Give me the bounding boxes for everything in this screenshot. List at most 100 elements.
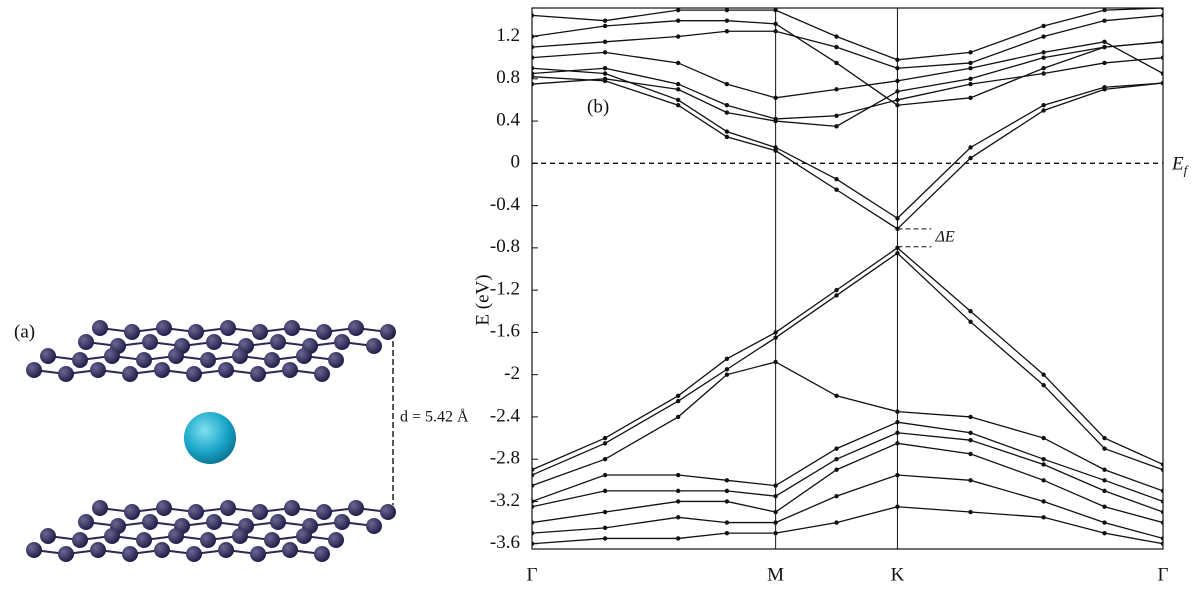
carbon-atom xyxy=(296,528,312,544)
band-point xyxy=(602,536,608,541)
plot-area xyxy=(532,8,1163,546)
band xyxy=(532,474,1163,540)
carbon-atom xyxy=(218,362,234,378)
band-point xyxy=(675,499,681,504)
band-point xyxy=(675,398,681,404)
carbon-atom xyxy=(188,504,204,520)
carbon-atom xyxy=(72,532,88,548)
carbon-atom xyxy=(72,352,88,368)
carbon-atom xyxy=(168,528,184,544)
band-point xyxy=(724,372,730,377)
band-point xyxy=(834,293,839,298)
band-point xyxy=(834,187,839,192)
band-point xyxy=(675,472,681,478)
y-tick-label: 0.8 xyxy=(496,67,520,88)
carbon-atom xyxy=(104,348,120,364)
y-tick-label: -2.8 xyxy=(490,448,520,469)
band-point xyxy=(968,309,973,314)
band-point xyxy=(724,530,730,536)
carbon-atom xyxy=(218,542,234,558)
carbon-atom xyxy=(282,362,298,378)
carbon-atom xyxy=(348,320,364,336)
band-point xyxy=(1041,383,1046,388)
y-tick-label: 1.2 xyxy=(496,25,520,46)
band-point xyxy=(724,129,730,134)
band-point xyxy=(724,520,730,525)
band-point xyxy=(1102,467,1107,472)
band xyxy=(532,20,1163,106)
carbon-atom xyxy=(200,532,216,548)
carbon-atom xyxy=(92,500,108,516)
carbon-atom xyxy=(334,334,350,350)
band-point xyxy=(675,515,681,520)
band-point xyxy=(1102,504,1107,509)
y-tick-label: -3.2 xyxy=(490,490,520,511)
structure xyxy=(26,320,396,562)
carbon-atom xyxy=(250,546,266,562)
band-point xyxy=(968,430,973,435)
band-point xyxy=(968,319,973,325)
carbon-atom xyxy=(122,366,138,382)
carbon-atom xyxy=(206,514,222,530)
carbon-atom xyxy=(380,324,396,340)
carbon-atom xyxy=(104,528,120,544)
band xyxy=(532,67,1163,220)
band-point xyxy=(1102,18,1107,23)
band-point xyxy=(834,176,839,182)
band-point xyxy=(834,124,839,129)
band-point xyxy=(968,451,973,457)
band-point xyxy=(1102,488,1107,494)
carbon-atom xyxy=(90,542,106,558)
band-point xyxy=(968,145,973,150)
carbon-atom xyxy=(40,528,56,544)
carbon-atom xyxy=(78,334,94,350)
carbon-atom xyxy=(124,504,140,520)
band-point xyxy=(602,50,608,55)
y-tick-label: -1.2 xyxy=(490,278,520,299)
band-point xyxy=(834,287,839,293)
band-point xyxy=(968,60,973,66)
carbon-atom xyxy=(92,320,108,336)
band-point xyxy=(675,34,681,39)
panel-label: (b) xyxy=(587,96,609,117)
band-point xyxy=(834,456,839,462)
band-point xyxy=(724,488,730,494)
band-point xyxy=(1041,71,1046,76)
band-point xyxy=(724,8,730,13)
band-point xyxy=(675,393,681,398)
band-point xyxy=(1041,435,1046,441)
carbon-atom xyxy=(316,324,332,340)
carbon-atom xyxy=(252,324,268,340)
carbon-atom xyxy=(314,546,330,562)
y-tick-label: -2.4 xyxy=(490,405,521,426)
carbon-atom xyxy=(366,518,382,534)
carbon-atom xyxy=(188,324,204,340)
band-point xyxy=(1041,103,1046,108)
panel-label: (a) xyxy=(14,321,35,342)
y-tick-label: -0.8 xyxy=(490,236,520,257)
carbon-atom xyxy=(220,320,236,336)
band-point xyxy=(968,95,973,101)
band-point xyxy=(1041,462,1046,467)
band-point xyxy=(1102,478,1107,483)
fermi-subscript: f xyxy=(1184,162,1190,177)
carbon-atom xyxy=(264,352,280,368)
carbon-atom xyxy=(250,366,266,382)
band-point xyxy=(1041,515,1046,520)
band-point xyxy=(675,8,681,13)
band-point xyxy=(675,488,681,494)
band-point xyxy=(1041,478,1046,483)
carbon-atom xyxy=(232,348,248,364)
band-point xyxy=(602,76,608,81)
band-point xyxy=(968,66,973,71)
carbon-atom xyxy=(252,504,268,520)
gap-label: ΔE xyxy=(934,228,954,245)
band-point xyxy=(675,414,681,420)
band xyxy=(532,361,1163,492)
band-point xyxy=(1102,520,1107,525)
carbon-atom xyxy=(156,500,172,516)
carbon-atom xyxy=(122,546,138,562)
band-point xyxy=(834,87,839,92)
carbon-atom xyxy=(220,500,236,516)
